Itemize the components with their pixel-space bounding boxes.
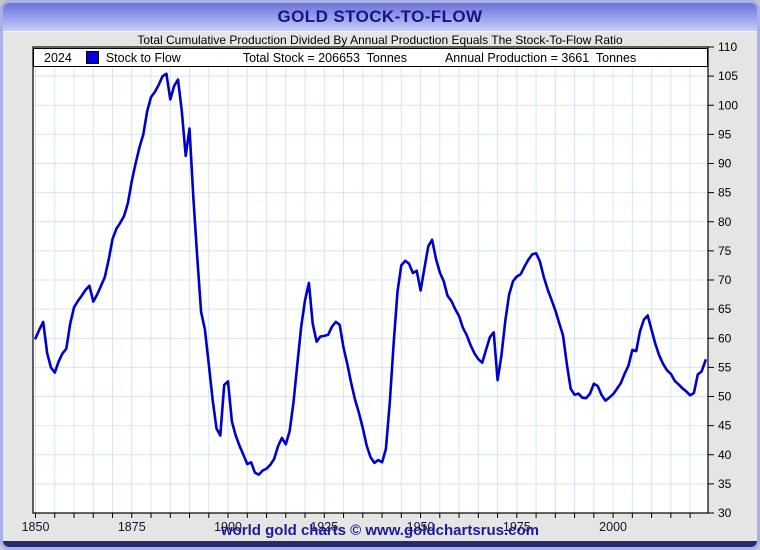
stock-to-flow-line xyxy=(34,72,707,476)
y-axis-label: 95 xyxy=(718,127,732,141)
legend-series-swatch-icon xyxy=(85,51,99,64)
footer-credit: world gold charts © www.goldchartsrus.co… xyxy=(220,522,540,539)
x-axis-label: 1850 xyxy=(22,520,50,534)
x-axis-label: 1900 xyxy=(214,520,242,534)
legend-annual-production: Annual Production = 3661 Tonnes xyxy=(444,50,637,65)
y-axis-label: 75 xyxy=(718,244,732,258)
y-axis-label: 40 xyxy=(718,448,732,462)
legend-total-stock: Total Stock = 206653 Tonnes xyxy=(242,50,407,65)
x-axis-label: 1925 xyxy=(310,520,338,534)
y-axis-label: 105 xyxy=(718,69,738,83)
legend-series-label: Stock to Flow xyxy=(105,50,181,65)
y-axis-label: 60 xyxy=(718,331,732,345)
y-axis-label: 55 xyxy=(718,360,732,374)
x-axis-label: 1975 xyxy=(503,520,531,534)
legend-box: 2024 Stock to Flow Total Stock = 206653 … xyxy=(33,48,708,67)
y-axis-label: 70 xyxy=(718,273,732,287)
x-axis-label: 1950 xyxy=(407,520,435,534)
y-axis-label: 85 xyxy=(718,186,732,200)
y-axis-label: 30 xyxy=(718,506,732,520)
chart-subtitle: Total Cumulative Production Divided By A… xyxy=(137,33,623,47)
y-axis-label: 50 xyxy=(718,390,732,404)
y-axis-label: 100 xyxy=(718,98,738,112)
y-axis-label: 80 xyxy=(718,215,732,229)
y-axis-label: 110 xyxy=(718,40,737,54)
y-axis-label: 90 xyxy=(718,157,732,171)
y-axis-label: 35 xyxy=(718,477,732,491)
bottom-navy-bar xyxy=(3,541,757,547)
y-axis-label: 65 xyxy=(718,302,732,316)
legend-year: 2024 xyxy=(44,50,72,65)
x-axis-label: 1875 xyxy=(118,520,146,534)
page-title: GOLD STOCK-TO-FLOW xyxy=(277,7,483,26)
x-axis-label: 2000 xyxy=(599,520,627,534)
chart-plot-area: 1850 1875 1900 1925 1950 1975 2000 30 35 40 45 50 55… xyxy=(22,40,739,534)
y-axis-label: 45 xyxy=(718,419,732,433)
title-bar: GOLD STOCK-TO-FLOW xyxy=(3,3,757,32)
